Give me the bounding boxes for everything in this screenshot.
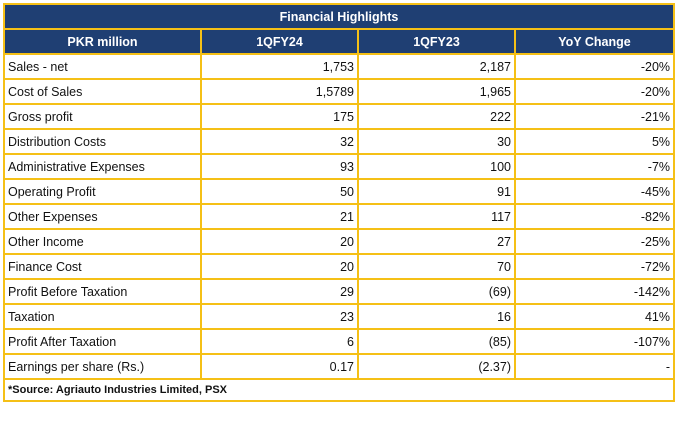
table-title-row: Financial Highlights xyxy=(2,3,676,30)
cell-1qfy24: 20 xyxy=(200,228,359,255)
cell-1qfy23: 70 xyxy=(357,253,516,280)
column-header-pkr-million: PKR million xyxy=(3,28,202,55)
row-label: Other Expenses xyxy=(3,203,202,230)
row-label: Sales - net xyxy=(3,53,202,80)
cell-1qfy24: 32 xyxy=(200,128,359,155)
table-row: Administrative Expenses 93 100 -7% xyxy=(3,153,676,180)
table-row: Taxation 23 16 41% xyxy=(3,303,676,330)
row-label: Finance Cost xyxy=(3,253,202,280)
cell-1qfy23: 16 xyxy=(357,303,516,330)
cell-1qfy23: 27 xyxy=(357,228,516,255)
cell-yoy-change: -21% xyxy=(513,103,676,130)
row-label: Profit Before Taxation xyxy=(3,278,202,305)
cell-1qfy23: 100 xyxy=(357,153,516,180)
table-row: Finance Cost 20 70 -72% xyxy=(3,253,676,280)
column-header-1qfy24: 1QFY24 xyxy=(200,28,359,55)
table-row: Profit After Taxation 6 (85) -107% xyxy=(3,328,676,355)
source-row: *Source: Agriauto Industries Limited, PS… xyxy=(2,378,676,402)
cell-yoy-change: - xyxy=(513,353,676,380)
row-label: Cost of Sales xyxy=(3,78,202,105)
cell-1qfy24: 20 xyxy=(200,253,359,280)
row-label: Administrative Expenses xyxy=(3,153,202,180)
table-row: Gross profit 175 222 -21% xyxy=(3,103,676,130)
cell-1qfy24: 29 xyxy=(200,278,359,305)
cell-1qfy24: 0.17 xyxy=(200,353,359,380)
cell-yoy-change: -72% xyxy=(513,253,676,280)
cell-yoy-change: -142% xyxy=(513,278,676,305)
cell-yoy-change: -45% xyxy=(513,178,676,205)
cell-1qfy23: (85) xyxy=(357,328,516,355)
cell-yoy-change: -82% xyxy=(513,203,676,230)
table-row: Distribution Costs 32 30 5% xyxy=(3,128,676,155)
cell-1qfy24: 50 xyxy=(200,178,359,205)
cell-1qfy24: 6 xyxy=(200,328,359,355)
row-label: Earnings per share (Rs.) xyxy=(3,353,202,380)
row-label: Taxation xyxy=(3,303,202,330)
table-header-row: PKR million 1QFY24 1QFY23 YoY Change xyxy=(3,28,676,55)
cell-1qfy23: (69) xyxy=(357,278,516,305)
cell-yoy-change: -7% xyxy=(513,153,676,180)
financial-highlights-table-container: Financial Highlights PKR million 1QFY24 … xyxy=(2,3,676,402)
table-row: Sales - net 1,753 2,187 -20% xyxy=(3,53,676,80)
cell-1qfy24: 93 xyxy=(200,153,359,180)
cell-1qfy24: 175 xyxy=(200,103,359,130)
cell-yoy-change: -20% xyxy=(513,53,676,80)
cell-yoy-change: -25% xyxy=(513,228,676,255)
table-row: Earnings per share (Rs.) 0.17 (2.37) - xyxy=(3,353,676,380)
cell-yoy-change: 5% xyxy=(513,128,676,155)
cell-1qfy24: 1,5789 xyxy=(200,78,359,105)
cell-1qfy24: 23 xyxy=(200,303,359,330)
cell-1qfy23: 1,965 xyxy=(357,78,516,105)
row-label: Profit After Taxation xyxy=(3,328,202,355)
cell-1qfy23: 91 xyxy=(357,178,516,205)
cell-1qfy24: 21 xyxy=(200,203,359,230)
financial-highlights-table: Financial Highlights PKR million 1QFY24 … xyxy=(2,3,676,402)
row-label: Gross profit xyxy=(3,103,202,130)
table-row: Cost of Sales 1,5789 1,965 -20% xyxy=(3,78,676,105)
cell-1qfy23: 30 xyxy=(357,128,516,155)
cell-1qfy23: (2.37) xyxy=(357,353,516,380)
table-title: Financial Highlights xyxy=(2,3,676,30)
source-note: *Source: Agriauto Industries Limited, PS… xyxy=(2,378,676,402)
table-row: Operating Profit 50 91 -45% xyxy=(3,178,676,205)
row-label: Other Income xyxy=(3,228,202,255)
cell-1qfy23: 2,187 xyxy=(357,53,516,80)
cell-yoy-change: -107% xyxy=(513,328,676,355)
cell-1qfy24: 1,753 xyxy=(200,53,359,80)
cell-1qfy23: 222 xyxy=(357,103,516,130)
table-row: Other Income 20 27 -25% xyxy=(3,228,676,255)
column-header-1qfy23: 1QFY23 xyxy=(357,28,516,55)
table-body: Sales - net 1,753 2,187 -20% Cost of Sales 1,… xyxy=(3,53,676,380)
row-label: Distribution Costs xyxy=(3,128,202,155)
table-row: Other Expenses 21 117 -82% xyxy=(3,203,676,230)
column-header-yoy-change: YoY Change xyxy=(513,28,676,55)
table-row: Profit Before Taxation 29 (69) -142% xyxy=(3,278,676,305)
cell-1qfy23: 117 xyxy=(357,203,516,230)
cell-yoy-change: 41% xyxy=(513,303,676,330)
row-label: Operating Profit xyxy=(3,178,202,205)
cell-yoy-change: -20% xyxy=(513,78,676,105)
